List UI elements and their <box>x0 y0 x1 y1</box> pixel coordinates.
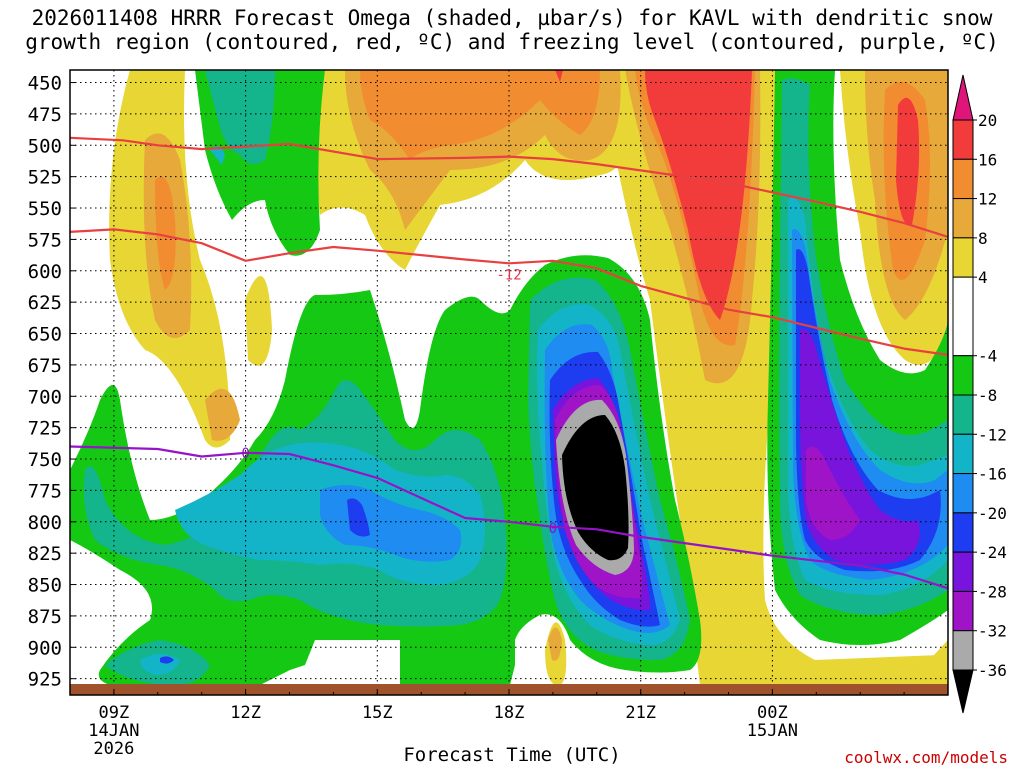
x-tick-label: 21Z <box>625 703 656 723</box>
y-tick-label: 925 <box>28 669 62 691</box>
omega-descent-violet-region <box>806 446 860 540</box>
omega-ascent-yellow-region <box>245 276 272 366</box>
contour-labels: -12 0 0 <box>241 268 557 538</box>
colorbar-label: -36 <box>978 661 1007 680</box>
colorbar-label: -20 <box>978 504 1007 523</box>
y-tick-label: 750 <box>28 449 62 471</box>
temperature-contours <box>70 136 948 590</box>
omega-shading <box>70 70 948 690</box>
x-tick-label: 09Z <box>99 703 130 723</box>
x-tick-date-label: 2026 <box>93 739 134 759</box>
contour-label: 0 <box>241 446 249 462</box>
colorbar-band <box>952 551 974 592</box>
colorbar-band <box>952 119 974 160</box>
colorbar-label: 8 <box>978 229 988 248</box>
contour-label: -12 <box>496 268 521 284</box>
dgz-bottom-contour <box>70 228 948 356</box>
omega-ascent-red-region <box>555 70 563 82</box>
colorbar-bottom-arrow <box>952 669 974 714</box>
colorbar-band <box>952 630 974 671</box>
x-tick-label: 18Z <box>494 703 525 723</box>
contour-label: 0 <box>549 521 557 537</box>
y-tick-label: 625 <box>28 292 62 314</box>
colorbar-top-arrow <box>952 74 974 121</box>
omega-descent-cyan-region <box>210 146 225 165</box>
y-tick-label: 550 <box>28 198 62 220</box>
colorbar-label: -12 <box>978 425 1007 444</box>
colorbar-band <box>952 355 974 396</box>
colorbar-label: -32 <box>978 622 1007 641</box>
y-tick-label: 650 <box>28 324 62 346</box>
y-tick-label: 500 <box>28 135 62 157</box>
y-tick-label: 900 <box>28 637 62 659</box>
chart-title: 2026011408 HRRR Forecast Omega (shaded, … <box>25 6 999 54</box>
omega-descent-teal-region <box>205 70 275 164</box>
colorbar-label: -8 <box>978 386 997 405</box>
pressure-gridlines <box>70 70 948 695</box>
colorbar-label: -28 <box>978 582 1007 601</box>
y-tick-label: 700 <box>28 386 62 408</box>
colorbar-band <box>952 158 974 200</box>
omega-ascent-orange-region <box>155 176 176 290</box>
colorbar-label: -16 <box>978 465 1007 484</box>
colorbar-band <box>952 590 974 632</box>
omega-ascent-red-region <box>896 97 920 226</box>
colorbar-label: -24 <box>978 543 1007 562</box>
dgz-top-contour <box>70 136 948 238</box>
colorbar-band <box>952 394 974 435</box>
colorbar-label: 4 <box>978 268 988 287</box>
y-tick-label: 575 <box>28 229 62 251</box>
y-tick-label: 525 <box>28 167 62 189</box>
colorbar-band <box>952 237 974 278</box>
y-tick-label: 725 <box>28 418 62 440</box>
colorbar-band <box>952 276 974 357</box>
colorbar-label: 12 <box>978 190 997 209</box>
y-tick-label: 825 <box>28 543 62 565</box>
omega-ascent-orange-region <box>360 70 600 160</box>
colorbar-label: 16 <box>978 150 997 169</box>
x-tick-label: 12Z <box>230 703 261 723</box>
colorbar-band <box>952 433 974 475</box>
omega-ascent-red-region <box>645 70 752 320</box>
y-tick-label: 600 <box>28 261 62 283</box>
colorbar-label: -4 <box>978 347 997 366</box>
omega-descent-darkblue-region <box>347 498 370 537</box>
x-tick-date-label: 15JAN <box>747 721 798 741</box>
freezing-level-contour <box>70 445 948 590</box>
omega-ascent-gold-region <box>548 627 562 661</box>
colorbar-band <box>952 512 974 553</box>
x-tick-date-label: 14JAN <box>88 721 139 741</box>
omega-descent-black-core <box>562 415 629 561</box>
credit-link[interactable]: coolwx.com/models <box>844 748 1008 767</box>
colorbar-label: 20 <box>978 111 997 130</box>
y-tick-label: 450 <box>28 73 62 95</box>
omega-descent-darkblue-region <box>160 656 174 664</box>
y-tick-label: 850 <box>28 575 62 597</box>
omega-ascent-yellow-region <box>915 640 948 690</box>
y-tick-label: 775 <box>28 480 62 502</box>
x-tick-label: 00Z <box>757 703 788 723</box>
y-tick-label: 800 <box>28 512 62 534</box>
x-axis-label: Forecast Time (UTC) <box>403 744 621 766</box>
pressure-axis: 450 475 500 525 550 575 600 625 650 675 700 725 750 7… <box>28 73 76 691</box>
omega-colorbar: 20 16 12 8 4 -4 -8 -12 -16 -20 -24 -28 -32 -36 <box>952 74 1007 714</box>
x-tick-label: 15Z <box>362 703 393 723</box>
colorbar-band <box>952 473 974 514</box>
colorbar-band <box>952 198 974 239</box>
y-tick-label: 875 <box>28 606 62 628</box>
y-tick-label: 675 <box>28 355 62 377</box>
y-tick-label: 475 <box>28 104 62 126</box>
